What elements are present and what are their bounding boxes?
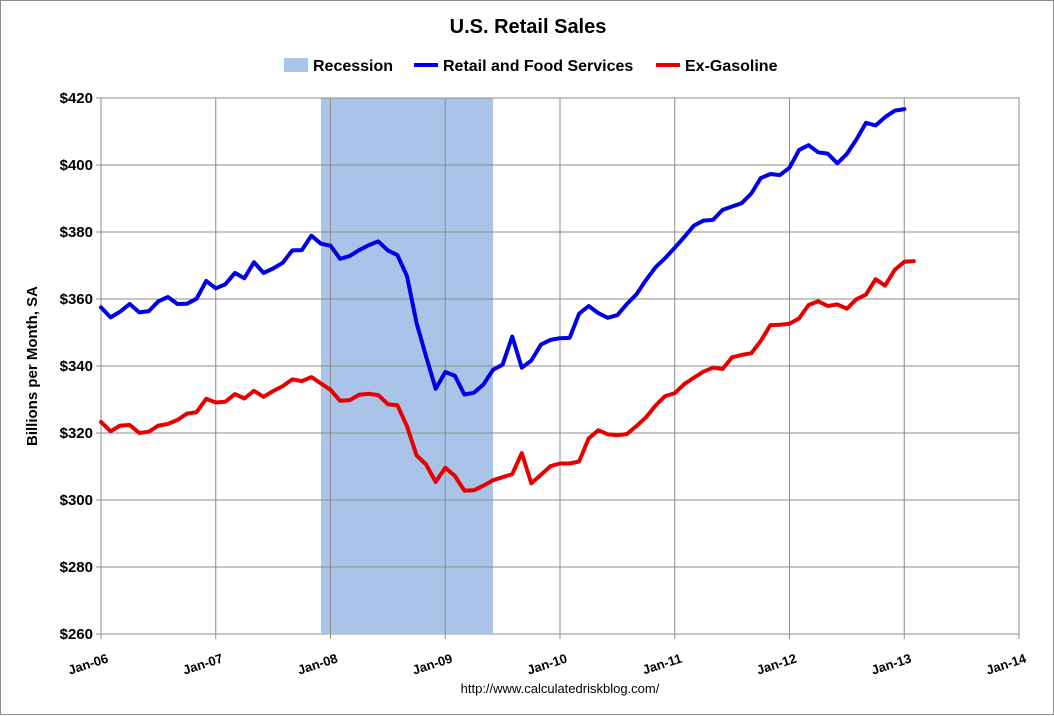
- x-tick-label: Jan-06: [66, 651, 110, 678]
- vertical-gridlines: [215, 98, 905, 634]
- x-tick-label: Jan-10: [525, 651, 569, 678]
- chart-title: U.S. Retail Sales: [450, 16, 607, 38]
- y-tick-label: $260: [60, 626, 93, 643]
- y-tick-label: $360: [60, 291, 93, 308]
- y-tick-label: $380: [60, 224, 93, 241]
- legend-label-recession: Recession: [313, 58, 393, 75]
- series-line-ex-gasoline: [99, 259, 916, 493]
- x-tick-label: Jan-11: [641, 651, 684, 678]
- source-url: http://www.calculatedriskblog.com/: [461, 681, 660, 696]
- y-axis-label: Billions per Month, SA: [24, 286, 41, 446]
- legend-swatch-recession: [284, 58, 308, 72]
- y-tick-label: $400: [60, 157, 93, 174]
- legend-label-retail: Retail and Food Services: [443, 58, 633, 75]
- x-tick-label: Jan-08: [296, 651, 340, 678]
- y-tick-label: $420: [60, 90, 93, 107]
- y-tick-label: $280: [60, 559, 93, 576]
- series-line-retail: [99, 107, 907, 397]
- legend-label-ex-gasoline: Ex-Gasoline: [685, 58, 778, 75]
- x-tick-label: Jan-12: [755, 651, 799, 678]
- y-tick-label: $340: [60, 358, 93, 375]
- y-axis-ticks: $260 $280 $300 $320 $340 $360 $380 $400 $420: [60, 90, 101, 643]
- x-axis-ticks: Jan-06 Jan-07 Jan-08 Jan-09 Jan-10 Jan-11 Jan-…: [66, 634, 1029, 678]
- x-tick-label: Jan-13: [869, 651, 913, 678]
- series-lines: [99, 107, 916, 493]
- x-tick-label: Jan-14: [984, 650, 1029, 677]
- y-tick-label: $300: [60, 492, 93, 509]
- x-tick-label: Jan-07: [181, 651, 225, 678]
- x-tick-label: Jan-09: [410, 651, 454, 678]
- legend: Recession Retail and Food Services Ex-Ga…: [284, 58, 778, 75]
- y-tick-label: $320: [60, 425, 93, 442]
